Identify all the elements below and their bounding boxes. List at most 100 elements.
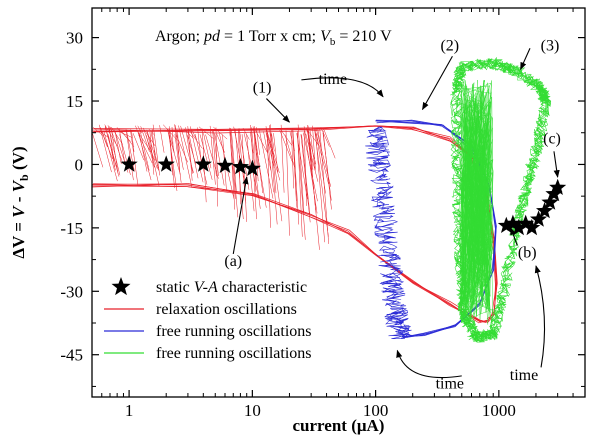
x-tick-label: 10 — [244, 401, 261, 420]
static-point-star — [530, 210, 548, 227]
relaxation-jump — [175, 134, 188, 163]
arrow-b — [510, 227, 518, 246]
blue-noisy-trace — [365, 126, 412, 339]
static-points — [120, 155, 567, 236]
y-tick-label: -45 — [60, 346, 83, 365]
y-tick-label: 30 — [66, 29, 83, 48]
relaxation-jump — [190, 126, 204, 183]
relaxation-jump — [148, 128, 156, 136]
x-tick-label: 1 — [125, 401, 134, 420]
annotation-label: time — [436, 376, 464, 393]
relaxation-jump — [118, 131, 133, 138]
annotation-label: (a) — [224, 253, 242, 270]
relaxation-jump — [152, 124, 160, 176]
relaxation-jump — [307, 125, 314, 170]
relaxation-jump — [306, 128, 320, 146]
relaxation-jump — [114, 131, 122, 165]
relaxation-jump — [297, 132, 303, 237]
legend-star-marker — [111, 277, 131, 296]
relaxation-jump — [307, 124, 320, 250]
relaxation-jump — [104, 124, 118, 147]
relaxation-jump — [111, 129, 119, 174]
relaxation-jump — [284, 134, 295, 168]
relaxation-jump — [139, 129, 150, 171]
relaxation-jump — [92, 133, 104, 168]
annotation-label: (3) — [541, 37, 560, 54]
relaxation-jump — [309, 128, 316, 171]
relaxation-jump — [109, 126, 115, 167]
relaxation-jump — [132, 133, 145, 161]
green-cloud-trace — [459, 79, 494, 325]
x-axis-title: current (μA) — [293, 416, 385, 435]
relaxation-jump — [256, 127, 260, 155]
relaxation-jump — [100, 127, 108, 148]
relaxation-jump — [177, 130, 180, 171]
relaxation-jump — [138, 132, 148, 172]
relaxation-jump — [251, 127, 254, 154]
relaxation-jump — [213, 126, 228, 140]
legend-label: free running oscillations — [156, 323, 312, 340]
chart-title-group: Argon; pd = 1 Torr x cm; Vb = 210 V — [155, 28, 392, 48]
relaxation-jump — [306, 127, 317, 165]
relaxation-jump — [242, 127, 250, 140]
relaxation-jump — [121, 130, 135, 147]
static-point-star — [541, 193, 559, 210]
relaxation-jump — [273, 133, 279, 173]
relaxation-jump — [188, 128, 203, 149]
relaxation-jump — [101, 130, 113, 160]
relaxation-jump — [254, 126, 256, 192]
y-tick-label: -30 — [60, 282, 83, 301]
relaxation-jump — [163, 124, 178, 141]
relaxation-jump — [187, 134, 197, 165]
relaxation-jump — [296, 133, 308, 199]
relaxation-jump — [174, 124, 180, 160]
annotation-label: time — [510, 367, 538, 384]
blue-arc-trace — [375, 120, 497, 338]
legend: static V-A characteristic relaxation osci… — [104, 277, 312, 362]
relaxation-jump — [323, 128, 336, 159]
y-tick-label: 15 — [66, 92, 83, 111]
relaxation-jump — [138, 134, 153, 164]
relaxation-jump — [231, 130, 237, 193]
relaxation-jump — [213, 131, 219, 176]
relaxation-jump — [178, 125, 193, 188]
relaxation-jump — [215, 127, 218, 207]
relaxation-jump — [320, 127, 330, 147]
relaxation-jump — [174, 125, 184, 170]
time-arrow-green — [534, 265, 546, 368]
relaxation-jump — [263, 131, 272, 171]
relaxation-jump — [271, 133, 275, 152]
relaxation-jump — [194, 134, 208, 185]
relaxation-upper-trace — [93, 125, 498, 320]
relaxation-jump — [319, 128, 329, 244]
static-point-star — [549, 178, 567, 195]
relaxation-jump — [305, 133, 319, 182]
legend-label: relaxation oscillations — [156, 301, 297, 318]
relaxation-jump — [168, 126, 173, 176]
relaxation-jump — [317, 128, 322, 150]
relaxation-jump — [137, 131, 152, 181]
static-point-star — [504, 214, 522, 231]
time-arrow-top — [301, 77, 384, 98]
relaxation-jump — [303, 131, 307, 206]
relaxation-jump — [116, 127, 131, 142]
blue-arc-trace — [376, 120, 497, 338]
relaxation-jump — [131, 130, 135, 152]
static-point-star — [523, 218, 541, 236]
annotations: (1) (2) (3) (a) (b) (c) time time time — [224, 37, 561, 392]
relaxation-jump — [198, 126, 214, 140]
relaxation-jump — [205, 134, 219, 179]
y-axis-title: ΔV = V - Vb (V) — [9, 146, 31, 258]
relaxation-jump — [92, 127, 104, 137]
relaxation-jump — [199, 134, 213, 180]
static-point-star — [216, 156, 234, 173]
relaxation-jump — [230, 127, 239, 218]
relaxation-jump — [137, 125, 143, 134]
relaxation-jump — [118, 128, 125, 163]
arrow-1 — [266, 98, 290, 123]
relaxation-jump — [280, 124, 285, 193]
static-point-star — [157, 155, 175, 172]
relaxation-jump — [137, 131, 153, 155]
relaxation-jump — [292, 128, 300, 225]
